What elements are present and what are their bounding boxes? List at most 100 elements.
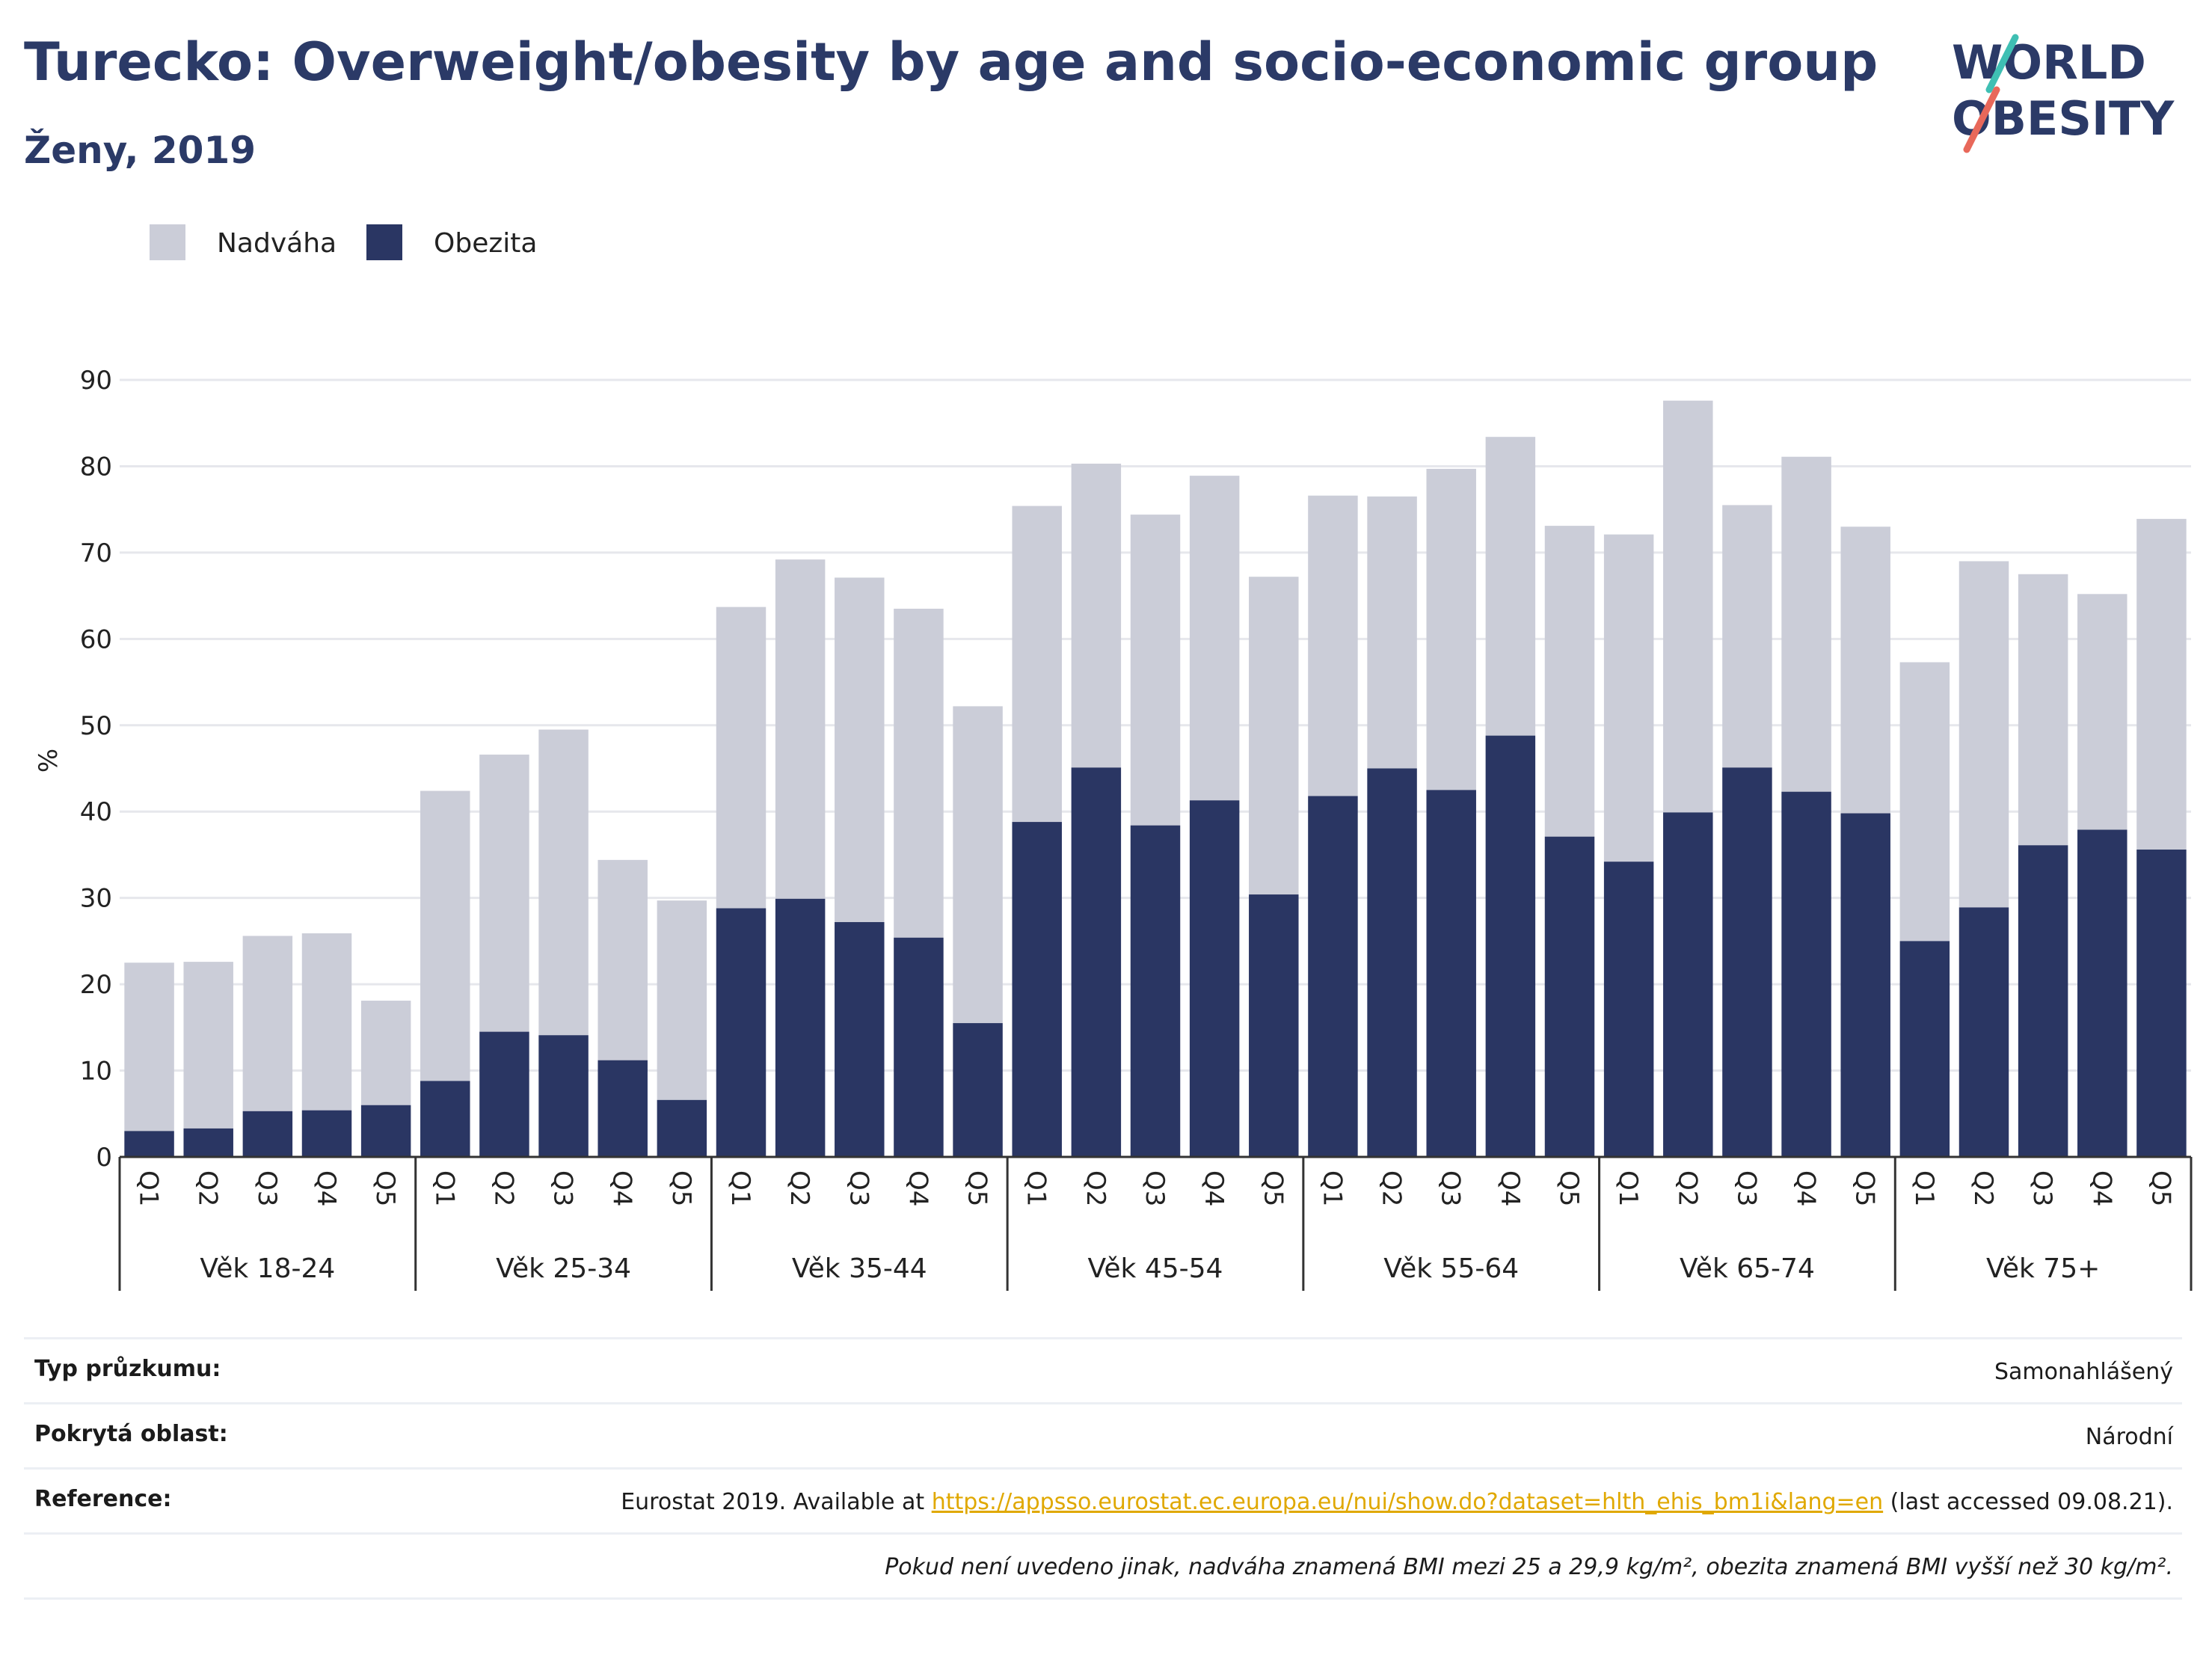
reference-value: Eurostat 2019. Available at https://apps… (621, 1486, 2173, 1519)
bar-obezita (1071, 767, 1122, 1157)
y-tick-label: 40 (80, 797, 112, 827)
group-label: Věk 65-74 (1680, 1253, 1815, 1284)
info-row-area: Pokrytá oblast: Národní (24, 1402, 2182, 1467)
bar-nadvaha (1722, 505, 1772, 768)
bar-obezita (1012, 822, 1062, 1157)
x-tick-label: Q2 (488, 1170, 518, 1206)
definition-note: Pokud není uvedeno jinak, nadváha znamen… (885, 1554, 2173, 1580)
bar-obezita (1603, 862, 1654, 1157)
x-tick-label: Q5 (666, 1170, 696, 1206)
reference-suffix: (last accessed 09.08.21). (1883, 1489, 2173, 1515)
bar-obezita (124, 1131, 174, 1157)
x-tick-label: Q1 (725, 1170, 755, 1206)
bar-nadvaha (479, 755, 529, 1032)
group-label: Věk 55-64 (1383, 1253, 1519, 1284)
x-tick-label: Q4 (903, 1170, 933, 1206)
y-axis: 0 10 20 30 40 50 60 70 80 90 (80, 366, 112, 1173)
bar-obezita (420, 1081, 470, 1157)
bar-nadvaha (597, 859, 648, 1060)
bar-nadvaha (1308, 495, 1358, 796)
bar-obezita (1130, 825, 1181, 1157)
bar-obezita (894, 937, 944, 1157)
bar-nadvaha (1603, 534, 1654, 862)
bar-nadvaha (1426, 468, 1476, 790)
bar-nadvaha (1899, 662, 1950, 942)
x-tick-label: Q1 (1909, 1170, 1939, 1206)
svg-text:WORLD: WORLD (1952, 35, 2146, 90)
group-label: Věk 25-34 (496, 1253, 631, 1284)
x-tick-label: Q5 (370, 1170, 400, 1206)
bar-obezita (2018, 845, 2068, 1157)
bar-obezita (301, 1110, 352, 1157)
bar-nadvaha (894, 608, 944, 938)
bar-nadvaha (301, 933, 352, 1111)
bar-nadvaha (835, 577, 885, 922)
info-value: Národní (2085, 1424, 2173, 1450)
bar-nadvaha (1544, 526, 1595, 837)
bar-obezita (953, 1023, 1003, 1157)
bar-nadvaha (242, 936, 293, 1111)
bar-nadvaha (1367, 496, 1417, 769)
info-key: Typ průzkumu: (34, 1356, 221, 1382)
bar-obezita (479, 1031, 529, 1157)
bar-nadvaha (1663, 400, 1713, 813)
x-tick-label: Q3 (844, 1170, 873, 1206)
bar-nadvaha (1249, 577, 1299, 895)
bar-obezita (835, 921, 885, 1157)
bar-obezita (538, 1035, 589, 1157)
x-tick-label: Q2 (784, 1170, 814, 1206)
bar-obezita (1367, 768, 1417, 1157)
legend-label: Obezita (434, 228, 537, 259)
bar-obezita (1308, 796, 1358, 1157)
legend-label: Nadváha (217, 228, 337, 259)
x-tick-label: Q5 (962, 1170, 992, 1206)
x-tick-label: Q3 (1731, 1170, 1761, 1206)
x-tick-label: Q4 (2086, 1170, 2116, 1206)
y-tick-label: 70 (80, 538, 112, 568)
bar-nadvaha (420, 790, 470, 1081)
bar-nadvaha (716, 607, 766, 909)
bar-obezita (657, 1099, 707, 1157)
legend-swatch (150, 224, 185, 260)
bar-obezita (597, 1060, 648, 1157)
x-tick-label: Q4 (311, 1170, 341, 1206)
x-tick-label: Q5 (1850, 1170, 1880, 1206)
y-tick-label: 60 (80, 624, 112, 654)
bar-obezita (1544, 836, 1595, 1157)
x-tick-label: Q4 (1495, 1170, 1525, 1206)
x-tick-label: Q2 (1081, 1170, 1110, 1206)
x-tick-label: Q2 (1672, 1170, 1702, 1206)
bar-obezita (1899, 941, 1950, 1157)
bar-nadvaha (1840, 526, 1890, 814)
x-tick-label: Q2 (193, 1170, 223, 1206)
x-tick-label: Q4 (607, 1170, 637, 1206)
bar-obezita (242, 1111, 293, 1157)
bar-obezita (1958, 907, 2009, 1157)
bars (124, 400, 2187, 1157)
bar-obezita (1663, 812, 1713, 1157)
x-tick-label: Q1 (429, 1170, 459, 1206)
bar-nadvaha (183, 962, 233, 1129)
x-tick-label: Q5 (2145, 1170, 2175, 1206)
bar-nadvaha (1485, 437, 1536, 736)
x-tick-label: Q1 (1021, 1170, 1051, 1206)
bar-obezita (1249, 894, 1299, 1157)
bar-obezita (1426, 790, 1476, 1157)
bar-nadvaha (1012, 506, 1062, 823)
info-row-note: Pokud není uvedeno jinak, nadváha znamen… (24, 1532, 2182, 1600)
reference-link[interactable]: https://appsso.eurostat.ec.europa.eu/nui… (931, 1489, 1884, 1515)
bar-obezita (2077, 829, 2127, 1157)
bar-obezita (1722, 767, 1772, 1157)
y-axis-label: % (34, 749, 64, 773)
bar-nadvaha (775, 559, 826, 899)
bar-obezita (1485, 735, 1536, 1157)
x-tick-label: Q1 (1317, 1170, 1347, 1206)
group-label: Věk 45-54 (1088, 1253, 1223, 1284)
y-tick-label: 80 (80, 452, 112, 482)
x-tick-label: Q4 (1791, 1170, 1821, 1206)
x-tick-label: Q5 (1554, 1170, 1584, 1206)
group-label: Věk 18-24 (200, 1253, 335, 1284)
bar-nadvaha (2136, 518, 2187, 850)
reference-prefix: Eurostat 2019. Available at (621, 1489, 932, 1515)
